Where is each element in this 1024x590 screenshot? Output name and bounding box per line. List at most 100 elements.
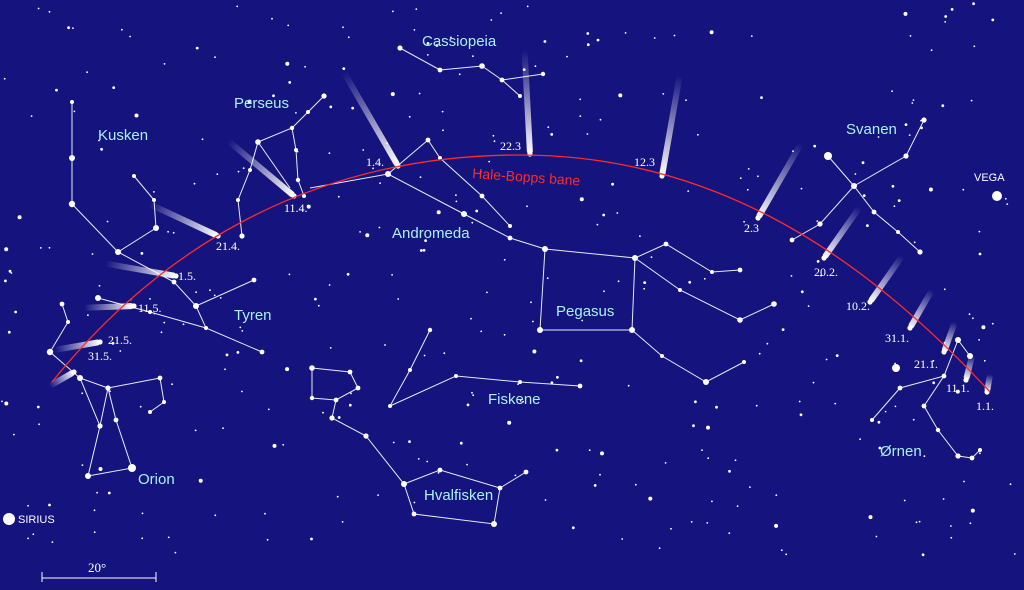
constellation-labels: Cassiopeia Perseus Kusken Svanen Androme… [98,33,922,504]
background-star [908,134,911,137]
constellation-star [461,211,467,217]
constellation-star [68,200,76,208]
constellation-star [497,485,503,491]
constellation-star [678,288,682,292]
background-star [912,99,915,101]
fiskene-lines [388,329,581,408]
background-star [32,533,35,536]
comet-tail [521,50,533,155]
background-star [450,36,452,39]
background-star [694,400,697,404]
background-star [266,538,269,541]
background-star [436,210,441,215]
background-star [351,106,355,110]
constellation-star [921,403,927,409]
background-star [579,359,583,363]
constellation-label-ornen: Ørnen [880,443,922,460]
background-star [149,298,151,300]
background-star [746,188,749,191]
constellation-star [77,375,83,381]
date-label: 11.1. [946,381,970,395]
comet-path [51,154,991,393]
background-star [807,305,810,307]
ornen-line-3 [957,339,971,357]
constellation-star [128,464,136,472]
background-star [264,512,266,515]
background-star [391,274,393,276]
background-star [242,167,245,170]
background-star [167,230,170,233]
background-star [214,56,216,59]
constellation-star [385,171,391,177]
background-star [547,126,550,129]
constellation-star [438,156,442,160]
date-label: 20.2. [814,265,838,279]
background-star [98,467,103,471]
background-star [426,54,429,56]
background-star [48,10,51,13]
background-star [785,553,788,556]
background-star [968,313,971,316]
background-star [287,24,290,27]
background-star [555,448,559,452]
background-star [209,289,211,292]
background-star [648,496,653,501]
background-star [392,441,395,444]
background-star [417,458,420,460]
background-star [470,317,472,320]
background-star [834,402,837,405]
comet-tail [942,321,957,353]
background-star [918,520,921,523]
constellation-star [663,241,669,247]
background-star [728,532,731,535]
background-star [868,515,873,520]
background-star [798,400,801,403]
constellation-star [113,417,119,423]
background-star [586,133,589,135]
hvalfisken-lines [311,367,359,401]
comet-path-label: Hale-Bopps bane [472,165,581,189]
date-label: 12.3 [634,155,655,169]
background-star [493,140,496,143]
constellation-star [660,354,664,358]
background-star [514,474,517,477]
background-star [272,443,277,448]
background-star [866,224,869,228]
constellation-star [294,148,298,152]
background-star [579,197,584,202]
background-star [891,90,893,93]
background-star [950,525,952,527]
background-star [38,423,40,426]
background-star [236,351,240,354]
perseus-line-3 [257,141,291,189]
vega-star [992,191,1002,201]
constellation-star [941,373,947,379]
background-star [27,504,29,507]
background-star [747,168,750,170]
background-star [415,8,418,11]
background-star [599,473,601,476]
background-star [884,410,887,413]
constellation-star [162,400,166,404]
background-star [241,390,243,393]
date-label: 1.5. [178,269,196,283]
background-star [437,472,440,474]
background-star [282,443,285,446]
background-star [816,260,820,263]
comet-head [527,151,533,157]
background-star [479,170,482,173]
background-star [237,170,240,173]
background-star [878,446,882,450]
background-star [941,104,945,108]
background-star [915,521,918,524]
background-star [715,405,718,409]
background-star [67,26,70,30]
constellation-star [817,221,823,227]
background-star [991,18,995,22]
background-star [593,484,597,487]
background-star [650,256,653,258]
background-star [813,144,817,148]
background-star [522,400,524,403]
background-star [30,115,33,117]
constellation-label-hvalfisken: Hvalfisken [424,487,493,504]
